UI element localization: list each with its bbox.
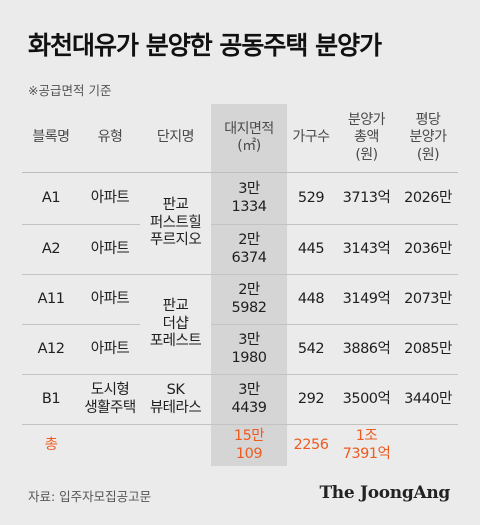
total-label: 총 [44, 436, 58, 453]
cell-land-area: 3만 1980 [231, 331, 267, 366]
cell-price-per-pyeong: 2085만 [404, 340, 452, 357]
page-title: 화천대유가 분양한 공동주택 분양가 [28, 31, 382, 60]
total-land-area: 15만 109 [233, 427, 265, 462]
cell-type: 아파트 [90, 189, 130, 206]
cell-block: B1 [41, 390, 61, 407]
header-block: 블록명 [32, 129, 70, 146]
row-divider [22, 274, 458, 275]
joongang-logo: The JoongAng [319, 483, 450, 503]
cell-block: A11 [37, 290, 65, 307]
total-price: 1조 7391억 [342, 427, 391, 462]
cell-complex: SK 뷰테라스 [149, 381, 202, 416]
cell-land-area: 2만 6374 [231, 231, 267, 266]
header-households: 가구수 [292, 129, 330, 146]
cell-price-per-pyeong: 2026만 [404, 189, 452, 206]
cell-complex-merged: 판교 퍼스트힐 푸르지오 [149, 196, 202, 249]
total-households: 2256 [293, 436, 329, 453]
area-basis-note: ※공급면적 기준 [28, 83, 112, 98]
table-total-row: 총 15만 109 2256 1조 7391억 [22, 425, 458, 466]
cell-type: 도시형 생활주택 [84, 381, 136, 416]
cell-land-area: 3만 4439 [231, 381, 267, 416]
cell-households: 529 [297, 189, 325, 206]
cell-block: A2 [41, 240, 61, 257]
cell-land-area: 2만 5982 [231, 281, 267, 316]
row-divider [211, 324, 458, 325]
table-row: A11 아파트 2만 5982 448 3149억 2073만 [22, 275, 458, 324]
cell-type: 아파트 [90, 240, 130, 257]
row-divider [22, 374, 458, 375]
header-price-per-pyeong: 평당 분양가 (원) [409, 112, 447, 163]
cell-price-per-pyeong: 2036만 [404, 240, 452, 257]
cell-total-price: 3143억 [342, 240, 391, 257]
row-divider [22, 324, 140, 325]
cell-land-area: 3만 1334 [231, 180, 267, 215]
cell-complex-merged: 판교 더샵 포레스트 [149, 297, 202, 350]
cell-type: 아파트 [90, 290, 130, 307]
cell-households: 542 [297, 340, 325, 357]
header-land-area: 대지면적 (㎡) [224, 120, 274, 154]
table-row: A2 아파트 2만 6374 445 3143억 2036만 [22, 225, 458, 274]
source-note: 자료: 입주자모집공고문 [28, 489, 152, 504]
cell-price-per-pyeong: 3440만 [404, 390, 452, 407]
cell-households: 448 [297, 290, 325, 307]
cell-total-price: 3713억 [342, 189, 391, 206]
cell-total-price: 3886억 [342, 340, 391, 357]
price-table: 블록명 유형 단지명 대지면적 (㎡) 가구수 분양가 총액 (원) 평당 분양… [22, 104, 458, 466]
row-divider [22, 224, 140, 225]
table-row: B1 도시형 생활주택 SK 뷰테라스 3만 4439 292 3500억 34… [22, 375, 458, 424]
header-type: 유형 [97, 129, 123, 146]
cell-block: A12 [37, 340, 65, 357]
table-header-row: 블록명 유형 단지명 대지면적 (㎡) 가구수 분양가 총액 (원) 평당 분양… [22, 104, 458, 172]
land-area-column-highlight [211, 104, 287, 466]
header-complex: 단지명 [156, 129, 195, 146]
header-divider [22, 172, 458, 173]
header-total-price: 분양가 총액 (원) [347, 112, 386, 163]
table-row: A1 아파트 3만 1334 529 3713억 2026만 [22, 173, 458, 224]
table-row: A12 아파트 3만 1980 542 3886억 2085만 [22, 325, 458, 374]
cell-price-per-pyeong: 2073만 [404, 290, 452, 307]
cell-type: 아파트 [90, 340, 130, 357]
row-divider [211, 224, 458, 225]
cell-households: 292 [297, 390, 325, 407]
cell-total-price: 3149억 [342, 290, 391, 307]
cell-total-price: 3500억 [342, 390, 391, 407]
cell-households: 445 [297, 240, 325, 257]
row-divider [22, 424, 458, 425]
cell-block: A1 [41, 189, 61, 206]
